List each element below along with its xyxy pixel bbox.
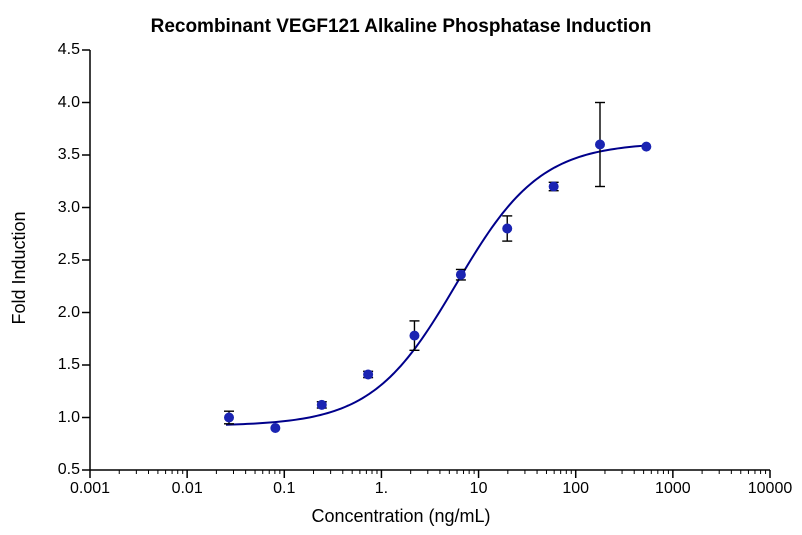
y-tick-label: 4.5: [30, 41, 80, 59]
data-point: [596, 140, 605, 149]
x-tick-label: 0.01: [172, 480, 203, 498]
y-tick-label: 4.0: [30, 94, 80, 112]
data-point: [271, 424, 280, 433]
chart-container: Recombinant VEGF121 Alkaline Phosphatase…: [0, 0, 802, 535]
data-point: [410, 331, 419, 340]
data-point: [456, 270, 465, 279]
y-tick-label: 2.5: [30, 251, 80, 269]
x-tick-label: 100: [562, 480, 589, 498]
data-point: [549, 182, 558, 191]
data-point: [642, 142, 651, 151]
data-point: [364, 370, 373, 379]
x-tick-label: 10000: [748, 480, 793, 498]
y-tick-label: 1.5: [30, 356, 80, 374]
y-tick-label: 0.5: [30, 461, 80, 479]
x-tick-label: 10: [470, 480, 488, 498]
x-tick-label: 0.1: [273, 480, 295, 498]
plot-area: [90, 50, 770, 470]
y-tick-label: 2.0: [30, 304, 80, 322]
x-tick-label: 1000: [655, 480, 691, 498]
plot-svg: [90, 50, 770, 470]
x-axis-label: Concentration (ng/mL): [0, 506, 802, 527]
y-tick-label: 3.0: [30, 199, 80, 217]
y-tick-label: 1.0: [30, 409, 80, 427]
data-point: [317, 400, 326, 409]
data-point: [225, 413, 234, 422]
data-point: [503, 224, 512, 233]
y-axis-label: Fold Induction: [9, 211, 30, 324]
y-tick-label: 3.5: [30, 146, 80, 164]
x-tick-label: 0.001: [70, 480, 110, 498]
x-tick-label: 1.: [375, 480, 388, 498]
chart-title: Recombinant VEGF121 Alkaline Phosphatase…: [0, 16, 802, 38]
